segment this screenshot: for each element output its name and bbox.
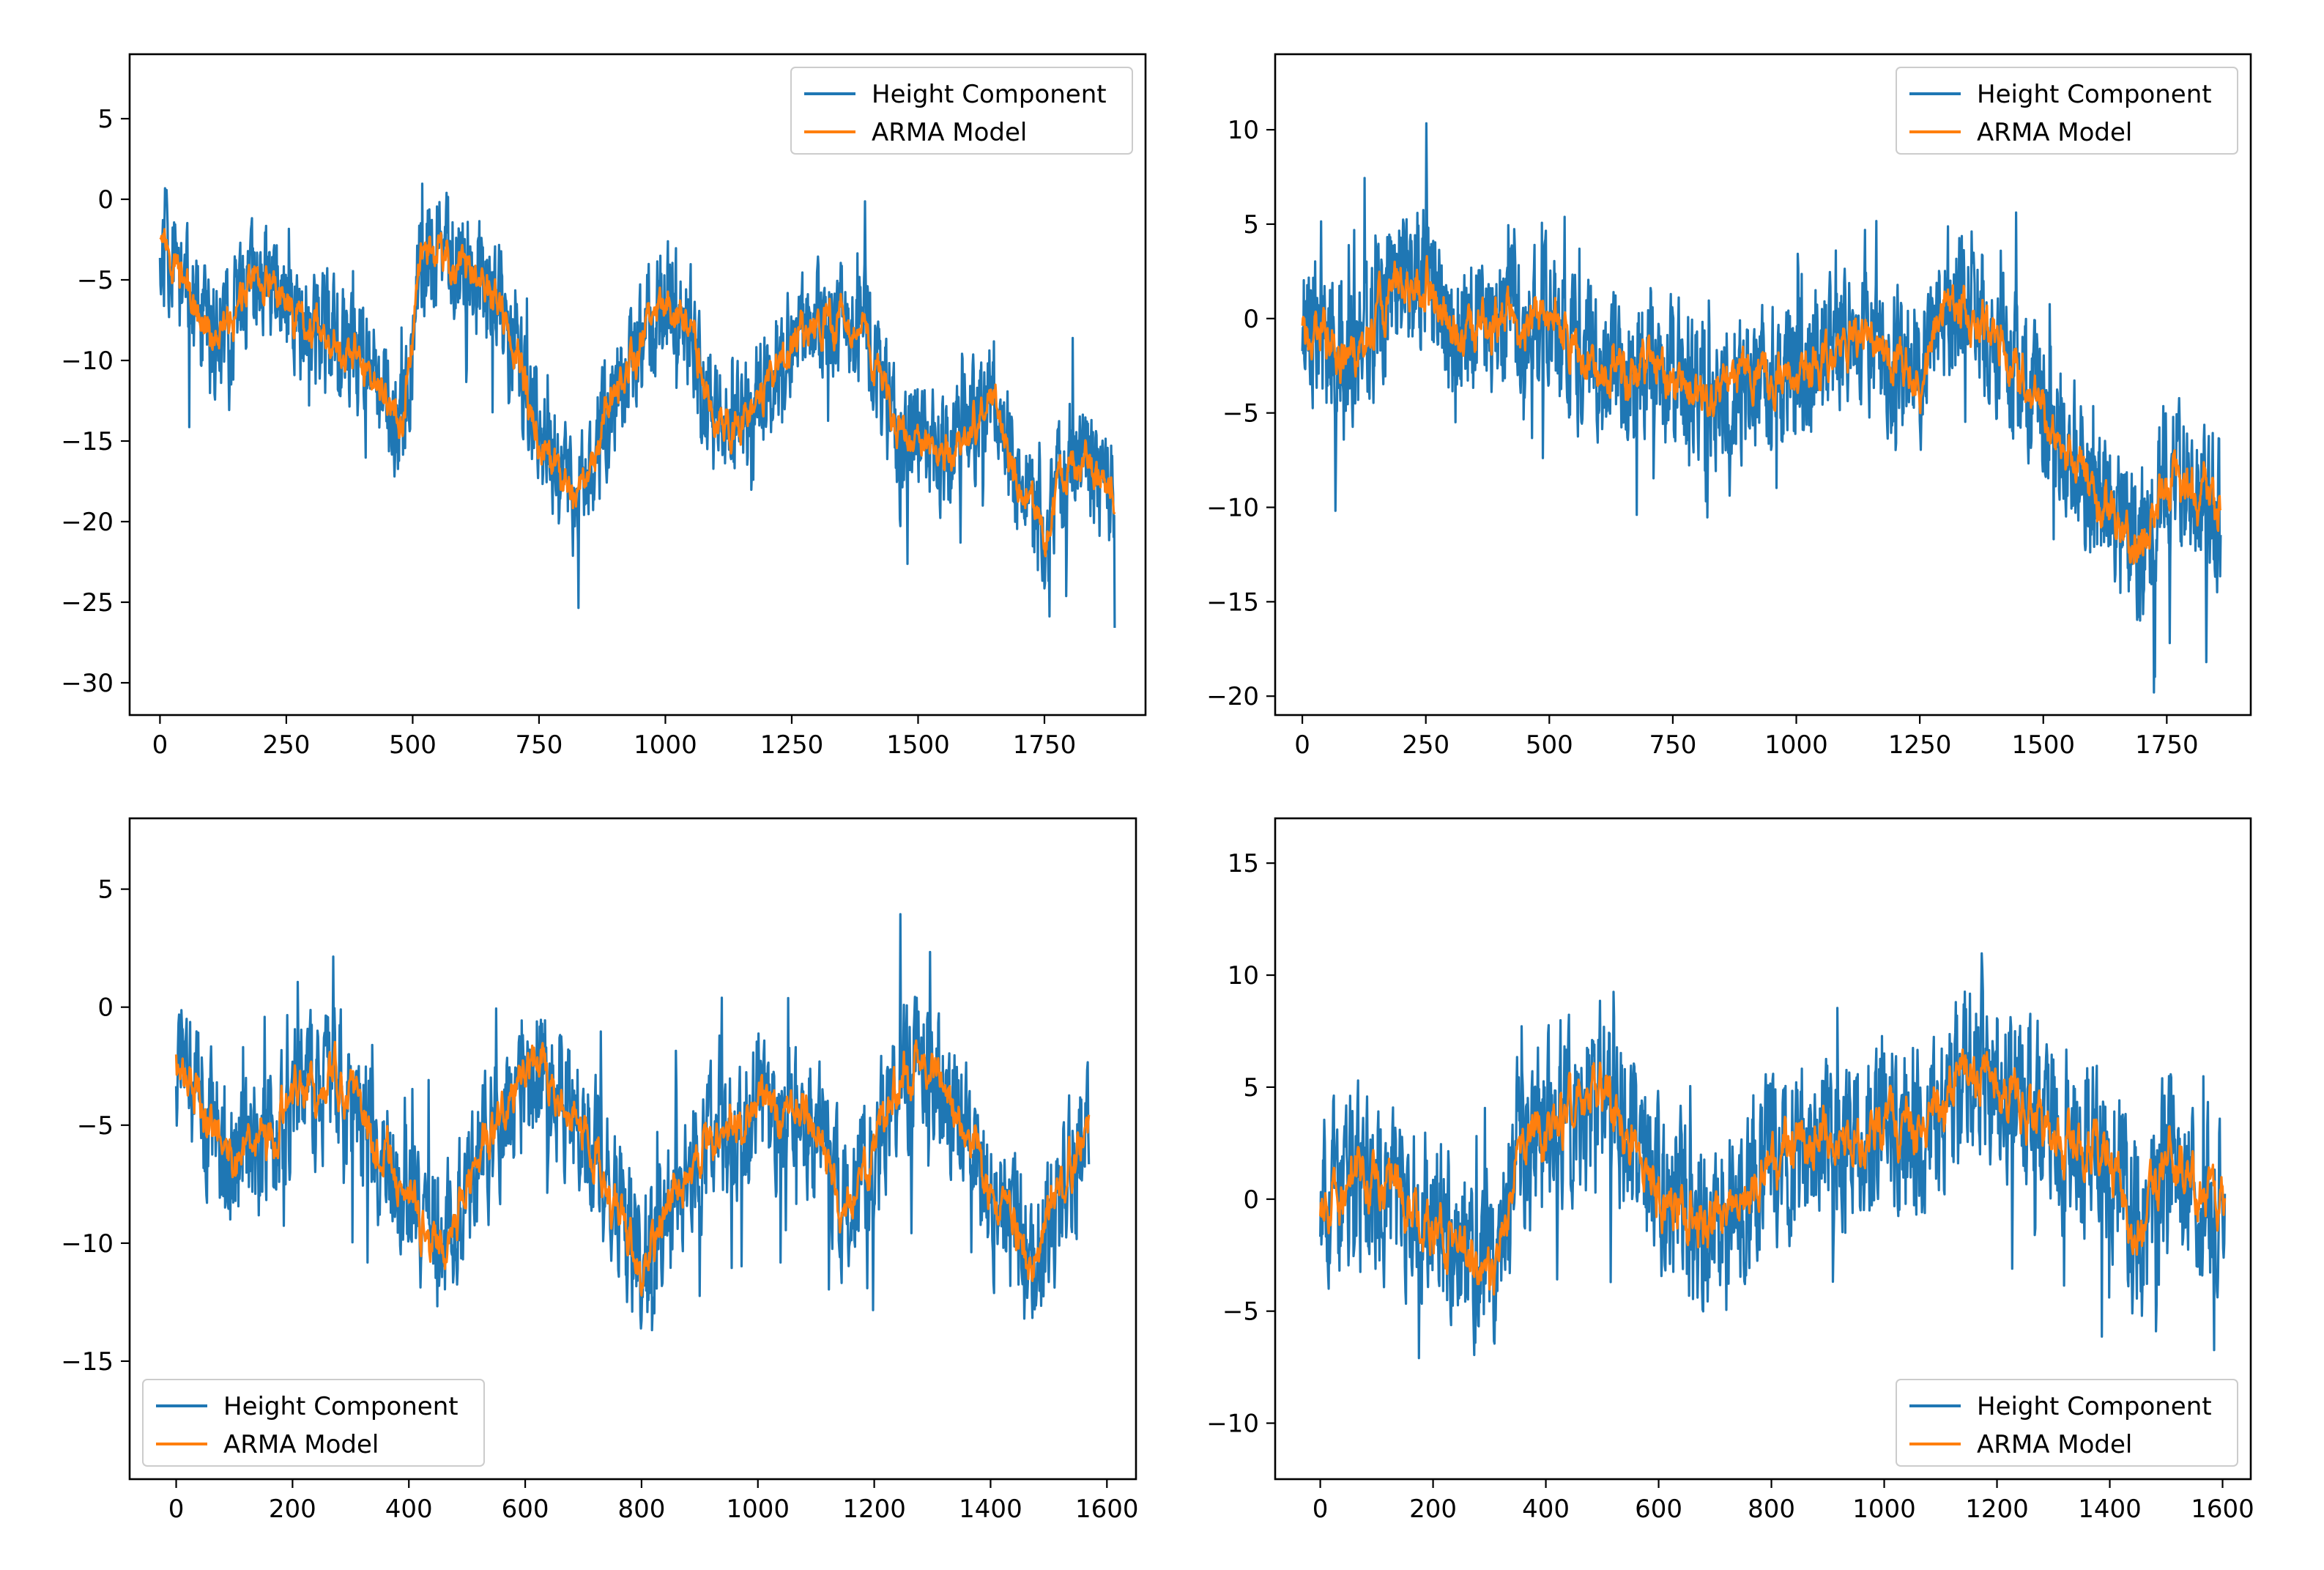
legend-label-height-component: Height Component (1977, 1392, 2212, 1421)
y-tick-label: −5 (1222, 1297, 1259, 1327)
y-tick-label: −20 (61, 508, 114, 537)
x-tick-label: 1000 (634, 730, 697, 760)
y-tick-label: −10 (61, 347, 114, 376)
legend-box (1896, 67, 2238, 155)
x-tick-label: 1200 (1965, 1495, 2029, 1524)
x-tick-label: 1500 (886, 730, 950, 760)
x-tick-label: 1750 (2135, 730, 2199, 760)
y-tick-label: −10 (1206, 494, 1259, 523)
y-tick-label: −10 (1206, 1410, 1259, 1439)
x-tick-label: 600 (1635, 1495, 1682, 1524)
x-tick-label: 0 (1294, 730, 1310, 760)
x-tick-label: 0 (168, 1495, 185, 1524)
x-tick-label: 1750 (1013, 730, 1077, 760)
series-line-arma-model (159, 228, 1116, 558)
y-tick-label: −15 (61, 427, 114, 456)
y-tick-label: −30 (61, 669, 114, 698)
y-tick-label: 5 (97, 875, 114, 905)
x-tick-label: 1250 (1888, 730, 1952, 760)
x-tick-label: 1400 (959, 1495, 1022, 1524)
x-tick-label: 1600 (1075, 1495, 1139, 1524)
x-tick-label: 1000 (726, 1495, 790, 1524)
x-tick-label: 0 (152, 730, 168, 760)
x-tick-label: 750 (515, 730, 563, 760)
series-line-arma-model (1301, 255, 2222, 565)
x-tick-label: 1500 (2011, 730, 2075, 760)
y-tick-label: −5 (1222, 399, 1259, 429)
series-line-arma-model (1319, 1048, 2227, 1296)
series-line-height-component (174, 913, 1091, 1332)
x-tick-label: 200 (269, 1495, 316, 1524)
x-tick-label: 750 (1649, 730, 1696, 760)
y-tick-label: 10 (1228, 116, 1259, 145)
x-tick-label: 500 (1526, 730, 1573, 760)
y-tick-label: 5 (1243, 1073, 1259, 1103)
x-tick-label: 600 (502, 1495, 549, 1524)
y-tick-label: 0 (97, 993, 114, 1023)
x-tick-label: 200 (1409, 1495, 1457, 1524)
x-tick-label: 1250 (760, 730, 824, 760)
series-group (158, 182, 1116, 629)
x-tick-label: 800 (1748, 1495, 1795, 1524)
x-tick-label: 1400 (2078, 1495, 2142, 1524)
y-tick-label: 0 (1243, 1185, 1259, 1215)
legend-label-height-component: Height Component (1977, 80, 2212, 109)
legend-box (790, 67, 1133, 155)
legend-label-arma-model: ARMA Model (1977, 1430, 2132, 1459)
legend-label-arma-model: ARMA Model (223, 1430, 379, 1459)
y-tick-label: −15 (1206, 588, 1259, 617)
x-tick-label: 400 (1522, 1495, 1570, 1524)
y-tick-label: −15 (61, 1347, 114, 1377)
series-group (1319, 952, 2227, 1360)
legend-label-height-component: Height Component (872, 80, 1107, 109)
series-group (1301, 122, 2222, 694)
y-tick-label: 15 (1228, 849, 1259, 878)
x-tick-label: 500 (389, 730, 437, 760)
x-tick-label: 250 (262, 730, 310, 760)
y-tick-label: −20 (1206, 682, 1259, 711)
y-tick-label: 10 (1228, 961, 1259, 990)
plot-frame (128, 53, 1147, 717)
plot-frame (1274, 817, 2252, 1481)
x-tick-label: 400 (385, 1495, 433, 1524)
legend: Height Component ARMA Model (1896, 67, 2238, 155)
x-tick-label: 250 (1402, 730, 1449, 760)
x-tick-label: 1000 (1764, 730, 1828, 760)
legend-box (1896, 1379, 2238, 1467)
x-tick-label: 1600 (2191, 1495, 2254, 1524)
legend-label-arma-model: ARMA Model (1977, 118, 2132, 147)
plot-frame (1274, 53, 2252, 717)
legend: Height Component ARMA Model (790, 67, 1133, 155)
x-tick-label: 1000 (1852, 1495, 1916, 1524)
x-tick-label: 1200 (842, 1495, 906, 1524)
legend: Height Component ARMA Model (1896, 1379, 2238, 1467)
legend-box (142, 1379, 485, 1467)
legend-label-height-component: Height Component (223, 1392, 459, 1421)
series-line-arma-model (174, 1039, 1091, 1297)
plot-frame (128, 817, 1137, 1481)
y-tick-label: −10 (61, 1229, 114, 1259)
series-group (174, 913, 1091, 1332)
y-tick-label: 5 (1243, 210, 1259, 240)
panel-top-left: 0 250 500 750 1000 1250 1500 1750 5 0 −5 −10 −15 −20 −… (61, 53, 1147, 760)
y-tick-label: 0 (1243, 305, 1259, 334)
y-tick-label: −5 (77, 266, 114, 295)
series-line-height-component (1301, 122, 2222, 694)
y-tick-label: −5 (77, 1111, 114, 1141)
panel-bottom-left: 0 200 400 600 800 1000 1200 1400 1600 5 0 −5 −10 −15 H… (61, 817, 1139, 1524)
legend-label-arma-model: ARMA Model (872, 118, 1027, 147)
legend: Height Component ARMA Model (142, 1379, 485, 1467)
x-tick-label: 800 (617, 1495, 665, 1524)
panel-top-right: 0 250 500 750 1000 1250 1500 1750 10 5 0 −5 −10 −15 −2… (1206, 53, 2252, 760)
series-line-height-component (158, 182, 1116, 629)
y-tick-label: −25 (61, 588, 114, 618)
y-tick-label: 5 (97, 105, 114, 134)
panel-bottom-right: 0 200 400 600 800 1000 1200 1400 1600 15 10 5 0 −5 −10… (1206, 817, 2254, 1524)
x-tick-label: 0 (1313, 1495, 1329, 1524)
y-tick-label: 0 (97, 185, 114, 215)
